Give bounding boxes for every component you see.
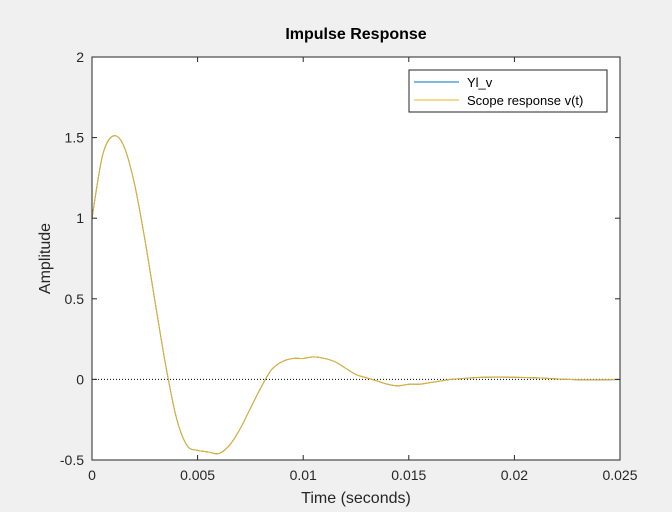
x-tick-label: 0.015 — [391, 467, 426, 483]
x-axis-label: Time (seconds) — [301, 490, 411, 507]
series-line-1 — [91, 135, 621, 455]
y-tick-label: -0.5 — [60, 452, 84, 468]
plot-border — [91, 56, 621, 461]
tick-layer: 0 0.005 0.01 0.015 0.02 0.025-0.500.511.52 — [60, 49, 638, 483]
y-axis-label: Amplitude — [37, 223, 54, 294]
x-tick-label: 0 — [88, 467, 96, 483]
y-tick-label: 1.5 — [65, 130, 85, 146]
y-tick-label: 0.5 — [65, 291, 85, 307]
series-layer — [91, 135, 621, 455]
plot-area — [92, 57, 620, 460]
y-tick-label: 2 — [76, 49, 84, 65]
chart-title: Impulse Response — [285, 26, 426, 43]
legend: Yl_v Scope response v(t) — [408, 69, 608, 113]
x-tick-label: 0.01 — [290, 467, 317, 483]
x-tick-label: 0.025 — [602, 467, 637, 483]
legend-label-0: Yl_v — [467, 75, 493, 90]
legend-box — [408, 69, 608, 113]
y-tick-label: 0 — [76, 371, 84, 387]
y-tick-label: 1 — [76, 210, 84, 226]
x-tick-label: 0.02 — [501, 467, 528, 483]
x-tick-label: 0.005 — [180, 467, 215, 483]
legend-label-1: Scope response v(t) — [467, 93, 583, 108]
